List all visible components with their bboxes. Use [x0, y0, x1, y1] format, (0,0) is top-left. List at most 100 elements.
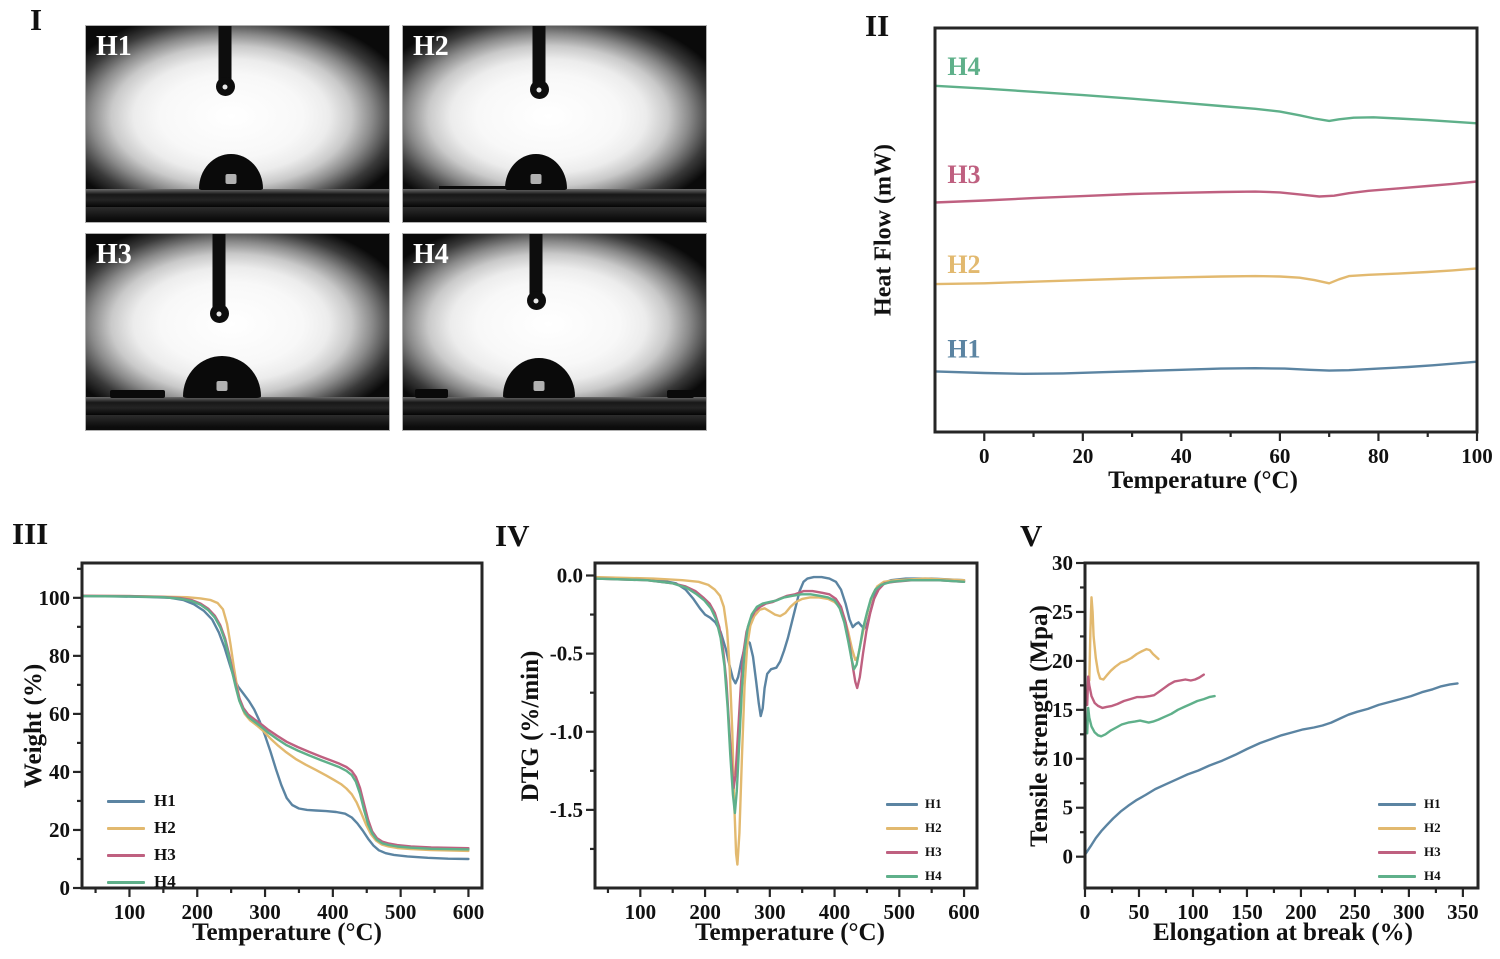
- legend-item: H3: [1378, 844, 1441, 860]
- series-line-H3: [593, 577, 966, 790]
- series-line-H4: [933, 84, 1479, 125]
- plot-frame: [80, 561, 484, 890]
- dtg-y-axis-title: DTG (%/min): [517, 650, 544, 802]
- x-tick-label: 100: [1461, 444, 1493, 468]
- legend-label: H4: [925, 868, 942, 883]
- panel-label-iv: IV: [495, 518, 530, 553]
- x-tick-label: 200: [182, 900, 214, 924]
- sample-stage: [403, 185, 706, 208]
- y-tick-label: 80: [49, 644, 70, 668]
- x-tick-label: 50: [1128, 900, 1149, 924]
- y-tick-label: 10: [1052, 747, 1073, 771]
- panel-label-v: V: [1020, 518, 1043, 553]
- dosing-needle: [529, 26, 549, 99]
- plot-frame: [593, 561, 979, 890]
- x-tick-label: 150: [1231, 900, 1263, 924]
- y-tick-label: -0.5: [550, 642, 583, 666]
- x-tick-label: 100: [114, 900, 146, 924]
- legend-label: H4: [1424, 868, 1441, 883]
- legend-swatch: [886, 802, 918, 806]
- needle-tip: [209, 304, 229, 323]
- panel-label-ii: II: [865, 8, 890, 43]
- legend-label: H4: [154, 872, 176, 891]
- x-tick-label: 300: [1393, 900, 1425, 924]
- legend-item: H3: [107, 845, 176, 865]
- x-tick-label: 300: [754, 900, 786, 924]
- contact-angle-image-h2: H2: [402, 25, 707, 223]
- legend-item: H4: [886, 868, 942, 884]
- legend-label: H3: [925, 844, 942, 859]
- series-line-H4: [80, 594, 470, 851]
- droplet-reflection: [533, 381, 545, 392]
- x-tick-label: 0: [979, 444, 990, 468]
- droplet-reflection: [530, 173, 542, 184]
- tga-chart: 100 200 300 400 500 600 0 20 40 60 80 100: [39, 561, 484, 924]
- series-line-H1: [933, 360, 1479, 375]
- curve-label-H4: H4: [947, 52, 980, 81]
- y-tick-label: -1.0: [550, 720, 583, 744]
- series-line-H4: [593, 577, 966, 815]
- tga-legend: H1 H2 H3 H4: [107, 791, 176, 892]
- legend-label: H1: [925, 796, 942, 811]
- legend-swatch: [1378, 850, 1416, 854]
- tga-x-axis-title: Temperature (°C): [192, 919, 382, 946]
- stage-underside: [403, 207, 706, 222]
- y-tick-label: 25: [1052, 600, 1073, 624]
- series-line-H3: [1086, 673, 1206, 710]
- legend-item: H1: [107, 791, 176, 811]
- x-tick-label: 600: [948, 900, 980, 924]
- legend-label: H3: [1424, 844, 1441, 859]
- y-tick-label: 100: [39, 586, 71, 610]
- series-line-H4: [1086, 694, 1216, 738]
- needle-tip-highlight: [222, 84, 228, 89]
- contact-angle-image-h1: H1: [85, 25, 390, 223]
- y-tick-label: 0: [60, 876, 71, 900]
- sample-stage: [403, 388, 706, 416]
- legend-swatch: [886, 826, 918, 830]
- legend-swatch: [886, 850, 918, 854]
- dosing-needle: [209, 234, 229, 323]
- legend-swatch: [1378, 802, 1416, 806]
- sample-stage: [86, 389, 389, 416]
- curve-label-H2: H2: [947, 250, 980, 279]
- legend-label: H2: [154, 818, 176, 837]
- tensile-y-axis-title: Tensile strength (Mpa): [1026, 605, 1053, 847]
- plot-frame: [1083, 561, 1480, 890]
- y-tick-label: 15: [1052, 698, 1073, 722]
- dsc-x-axis-title: Temperature (°C): [1108, 467, 1298, 494]
- x-tick-label: 400: [317, 900, 349, 924]
- series-line-H2: [80, 594, 470, 853]
- legend-swatch: [107, 799, 145, 803]
- contact-angle-image-h4: H4: [402, 233, 707, 431]
- x-tick-label: 500: [385, 900, 417, 924]
- legend-item: H3: [886, 844, 942, 860]
- tensile-chart: 0 50 100 150 200 250 300 350 0 5 10 15 20 25 30: [1052, 551, 1480, 924]
- stage-underside: [403, 415, 706, 430]
- legend-item: H2: [1378, 820, 1441, 836]
- legend-item: H1: [1378, 796, 1441, 812]
- legend-label: H2: [925, 820, 942, 835]
- series-line-H2: [933, 267, 1479, 286]
- needle-tip-highlight: [533, 298, 539, 303]
- y-tick-label: 40: [49, 760, 70, 784]
- dosing-needle: [526, 234, 546, 310]
- needle-tip: [526, 291, 546, 310]
- x-tick-label: 0: [1080, 900, 1091, 924]
- legend-swatch: [107, 826, 145, 830]
- legend-swatch: [1378, 826, 1416, 830]
- legend-item: H4: [1378, 868, 1441, 884]
- curve-label-H3: H3: [947, 160, 980, 189]
- x-tick-label: 200: [689, 900, 721, 924]
- micrograph-label: H1: [96, 31, 132, 62]
- legend-label: H2: [1424, 820, 1441, 835]
- micrograph-label: H2: [413, 31, 449, 62]
- y-tick-label: 20: [1052, 649, 1073, 673]
- legend-label: H1: [1424, 796, 1441, 811]
- legend-swatch: [107, 853, 145, 857]
- tensile-x-axis-title: Elongation at break (%): [1153, 919, 1413, 946]
- legend-label: H3: [154, 845, 176, 864]
- y-tick-label: -1.5: [550, 798, 583, 822]
- legend-label: H1: [154, 791, 176, 810]
- x-tick-label: 400: [819, 900, 851, 924]
